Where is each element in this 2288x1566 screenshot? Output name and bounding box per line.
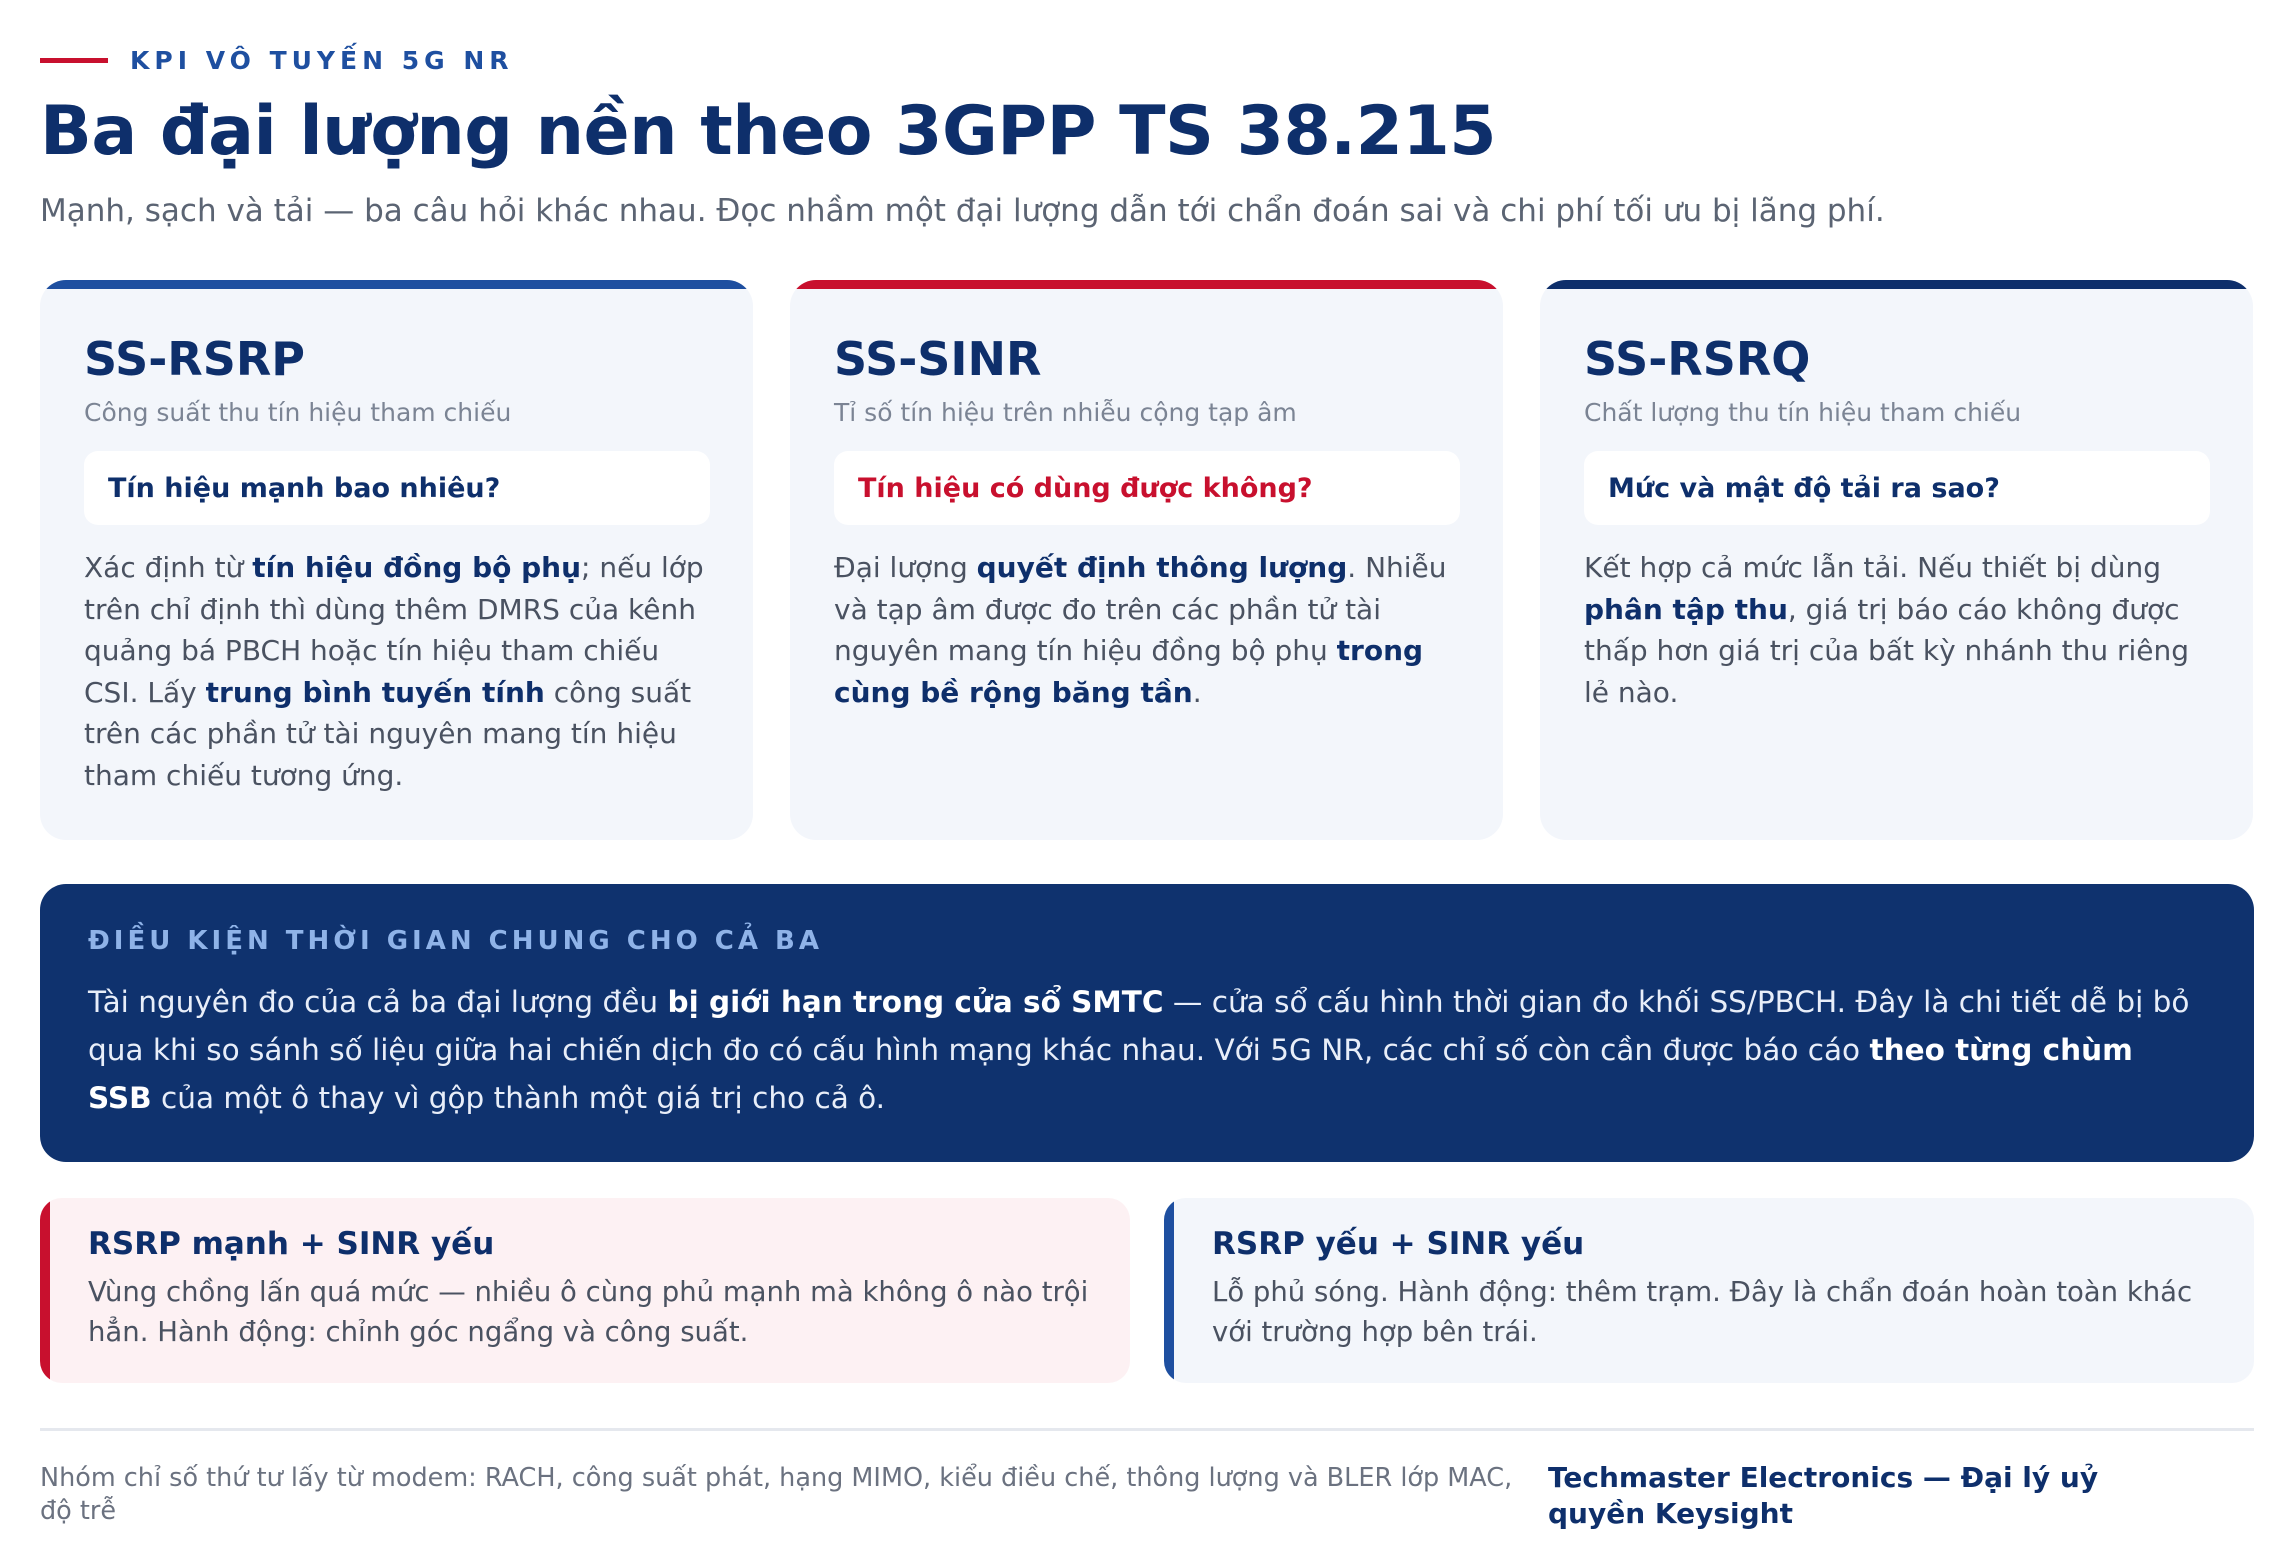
- diagnosis-body: Lỗ phủ sóng. Hành động: thêm trạm. Đây l…: [1212, 1276, 2193, 1348]
- emphasis: tín hiệu đồng bộ phụ: [252, 551, 582, 584]
- footer-note: Nhóm chỉ số thứ tư lấy từ modem: RACH, c…: [40, 1463, 1513, 1526]
- card-subtitle: Công suất thu tín hiệu tham chiếu: [84, 398, 512, 427]
- card-accent-bar: [40, 280, 753, 289]
- banner-label: ĐIỀU KIỆN THỜI GIAN CHUNG CHO CẢ BA: [88, 926, 823, 956]
- page-title: Ba đại lượng nền theo 3GPP TS 38.215: [40, 92, 1497, 171]
- smtc-banner: ĐIỀU KIỆN THỜI GIAN CHUNG CHO CẢ BA Tài …: [40, 884, 2254, 1162]
- diagnosis-strong-rsrp-weak-sinr: RSRP mạnh + SINR yếu Vùng chồng lấn quá …: [40, 1198, 1130, 1383]
- emphasis: bị giới hạn trong cửa sổ SMTC: [667, 985, 1164, 1019]
- eyebrow: KPI VÔ TUYẾN 5G NR: [40, 44, 514, 76]
- footer-brand: Techmaster Electronics — Đại lý uỷ quyền…: [1548, 1461, 2099, 1530]
- diagnosis-body: Vùng chồng lấn quá mức — nhiều ô cùng ph…: [88, 1276, 1089, 1348]
- card-subtitle: Tỉ số tín hiệu trên nhiễu cộng tạp âm: [834, 398, 1297, 427]
- card-accent-bar: [1540, 280, 2253, 289]
- card-ss-sinr: SS-SINR Tỉ số tín hiệu trên nhiễu cộng t…: [790, 280, 1503, 840]
- diagnosis-title: RSRP yếu + SINR yếu: [1212, 1226, 1585, 1262]
- diagnosis-stripe: [1164, 1198, 1174, 1383]
- emphasis: trung bình tuyến tính: [205, 675, 545, 709]
- card-description: Xác định từ tín hiệu đồng bộ phụ; nếu lớ…: [84, 551, 704, 792]
- banner-body: Tài nguyên đo của cả ba đại lượng đều bị…: [88, 985, 2190, 1115]
- card-subtitle: Chất lượng thu tín hiệu tham chiếu: [1584, 398, 2022, 427]
- card-question: Mức và mật độ tải ra sao?: [1584, 451, 2210, 525]
- card-title: SS-RSRQ: [1584, 332, 1811, 386]
- emphasis: theo từng chùm SSB: [88, 1033, 2133, 1115]
- card-description: Đại lượng quyết định thông lượng. Nhiễu …: [834, 551, 1447, 709]
- emphasis: trong cùng bề rộng băng tần: [834, 634, 1424, 709]
- card-title: SS-RSRP: [84, 332, 305, 386]
- emphasis: quyết định thông lượng: [976, 551, 1348, 584]
- card-question: Tín hiệu mạnh bao nhiêu?: [84, 451, 710, 525]
- card-ss-rsrq: SS-RSRQ Chất lượng thu tín hiệu tham chi…: [1540, 280, 2253, 840]
- page-subtitle: Mạnh, sạch và tải — ba câu hỏi khác nhau…: [40, 193, 1885, 229]
- kpi-infographic: KPI VÔ TUYẾN 5G NR Ba đại lượng nền theo…: [40, 0, 2254, 1566]
- card-description: Kết hợp cả mức lẫn tải. Nếu thiết bị dùn…: [1584, 551, 2190, 709]
- card-question: Tín hiệu có dùng được không?: [834, 451, 1460, 525]
- kpi-cards: SS-RSRP Công suất thu tín hiệu tham chiế…: [40, 280, 2254, 840]
- eyebrow-text: KPI VÔ TUYẾN 5G NR: [130, 45, 514, 75]
- card-accent-bar: [790, 280, 1503, 289]
- card-ss-rsrp: SS-RSRP Công suất thu tín hiệu tham chiế…: [40, 280, 753, 840]
- card-title: SS-SINR: [834, 332, 1042, 386]
- diagnosis-stripe: [40, 1198, 50, 1383]
- eyebrow-accent-line: [40, 57, 108, 63]
- diagnosis-weak-rsrp-weak-sinr: RSRP yếu + SINR yếu Lỗ phủ sóng. Hành độ…: [1164, 1198, 2254, 1383]
- diagnosis-title: RSRP mạnh + SINR yếu: [88, 1226, 495, 1262]
- footer-divider: [40, 1428, 2254, 1431]
- emphasis: phân tập thu: [1584, 592, 1788, 626]
